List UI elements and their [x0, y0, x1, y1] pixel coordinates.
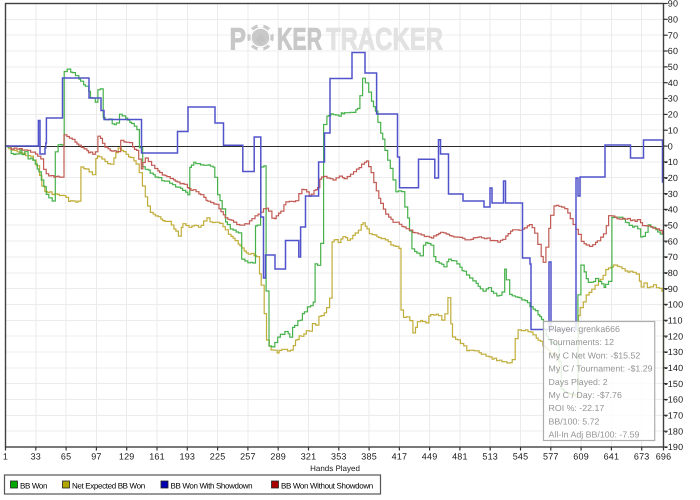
svg-text:40: 40 [668, 78, 678, 88]
svg-text:481: 481 [452, 452, 468, 462]
svg-text:289: 289 [270, 452, 286, 462]
svg-text:BB Won With Showdown: BB Won With Showdown [171, 482, 253, 491]
svg-text:-170: -170 [665, 411, 684, 421]
svg-text:♠: ♠ [255, 28, 265, 49]
svg-text:0: 0 [668, 141, 673, 151]
svg-text:257: 257 [240, 452, 256, 462]
svg-text:-60: -60 [665, 236, 679, 246]
svg-text:-50: -50 [665, 220, 679, 230]
svg-text:BB Won: BB Won [20, 482, 47, 491]
svg-text:-180: -180 [665, 426, 684, 436]
svg-text:10: 10 [668, 125, 678, 135]
svg-text:Days Played: 2: Days Played: 2 [549, 377, 608, 387]
svg-text:65: 65 [61, 452, 71, 462]
svg-text:-150: -150 [665, 379, 684, 389]
svg-text:All-In Adj BB/100: -7.59: All-In Adj BB/100: -7.59 [549, 430, 640, 440]
svg-text:70: 70 [668, 30, 678, 40]
svg-text:60: 60 [668, 46, 678, 56]
svg-text:P: P [230, 22, 247, 57]
svg-text:-80: -80 [665, 268, 679, 278]
svg-text:My C / Day: -$7.76: My C / Day: -$7.76 [549, 390, 622, 400]
svg-text:-130: -130 [665, 347, 684, 357]
svg-text:Net Expected BB Won: Net Expected BB Won [72, 482, 145, 491]
svg-text:BB/100: 5.72: BB/100: 5.72 [549, 416, 600, 426]
svg-text:609: 609 [573, 452, 589, 462]
svg-text:20: 20 [668, 110, 678, 120]
svg-text:97: 97 [91, 452, 101, 462]
svg-text:30: 30 [668, 94, 678, 104]
svg-text:Player: grenka666: Player: grenka666 [549, 324, 621, 334]
svg-text:-140: -140 [665, 363, 684, 373]
svg-text:1: 1 [3, 452, 8, 462]
svg-text:-160: -160 [665, 395, 684, 405]
svg-text:ROI %: -22.17: ROI %: -22.17 [549, 403, 605, 413]
svg-text:50: 50 [668, 62, 678, 72]
svg-text:225: 225 [210, 452, 226, 462]
svg-text:90: 90 [668, 0, 678, 9]
svg-text:696: 696 [656, 452, 672, 462]
svg-text:My C Net Won: -$15.52: My C Net Won: -$15.52 [549, 350, 641, 360]
svg-text:My C / Tournament: -$1.29: My C / Tournament: -$1.29 [549, 364, 653, 374]
svg-text:577: 577 [543, 452, 559, 462]
svg-text:-90: -90 [665, 284, 679, 294]
svg-text:-10: -10 [665, 157, 679, 167]
svg-text:193: 193 [179, 452, 195, 462]
svg-text:33: 33 [31, 452, 41, 462]
svg-text:385: 385 [361, 452, 377, 462]
svg-text:321: 321 [301, 452, 317, 462]
svg-text:449: 449 [422, 452, 438, 462]
svg-text:-40: -40 [665, 205, 679, 215]
svg-text:80: 80 [668, 15, 678, 25]
svg-text:-20: -20 [665, 173, 679, 183]
svg-text:-110: -110 [665, 316, 683, 326]
svg-text:BB Won Without Showdown: BB Won Without Showdown [281, 482, 373, 491]
svg-text:-70: -70 [665, 252, 679, 262]
svg-text:161: 161 [149, 452, 165, 462]
svg-text:545: 545 [513, 452, 529, 462]
svg-text:TRACKER: TRACKER [326, 22, 443, 57]
svg-text:Tournaments: 12: Tournaments: 12 [549, 337, 615, 347]
svg-text:-120: -120 [665, 331, 684, 341]
svg-text:353: 353 [331, 452, 347, 462]
svg-text:513: 513 [482, 452, 498, 462]
svg-text:-100: -100 [665, 300, 684, 310]
svg-text:673: 673 [634, 452, 650, 462]
svg-text:417: 417 [392, 452, 408, 462]
svg-text:-190: -190 [665, 442, 684, 452]
svg-text:129: 129 [119, 452, 135, 462]
svg-text:Hands Played: Hands Played [310, 464, 360, 473]
svg-text:KER: KER [277, 22, 322, 57]
svg-text:641: 641 [604, 452, 620, 462]
svg-text:-30: -30 [665, 189, 679, 199]
